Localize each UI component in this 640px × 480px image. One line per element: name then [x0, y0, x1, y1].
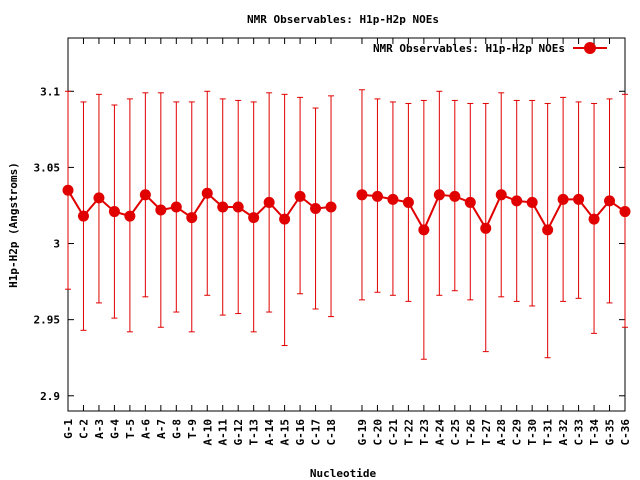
data-points: [62, 184, 631, 236]
x-tick-label: T-22: [402, 419, 415, 446]
x-axis-label: Nucleotide: [310, 467, 377, 480]
x-tick-label: G-35: [604, 419, 617, 446]
data-point: [588, 213, 600, 225]
series-lines: [67, 189, 626, 233]
series-line: [67, 189, 332, 221]
x-tick-label: C-20: [371, 419, 384, 446]
x-tick-label: G-16: [294, 419, 307, 446]
x-tick-label: G-1: [62, 419, 75, 439]
plot-border: [67, 37, 626, 412]
data-point: [263, 196, 275, 208]
x-tick-label: T-23: [418, 419, 431, 446]
x-tick-label: A-11: [217, 419, 230, 446]
data-point: [248, 212, 260, 224]
data-point: [124, 210, 136, 222]
data-point: [201, 187, 213, 199]
data-point: [108, 206, 120, 218]
data-point: [542, 224, 554, 236]
x-tick-label: G-12: [232, 419, 245, 446]
data-point: [418, 224, 430, 236]
y-tick-label: 2.9: [40, 390, 60, 403]
x-tick-label: G-8: [170, 419, 183, 439]
x-tick-label: T-26: [464, 419, 477, 446]
x-tick-label: C-2: [78, 419, 91, 439]
x-tick-label: T-5: [124, 419, 137, 439]
data-point: [356, 189, 368, 201]
x-axis: G-1 C-2 A-3 G-4 T-5 A-6 A-7 G-8 T-9 A-10 A-11 G-12 T…: [62, 38, 632, 446]
x-tick-label: A-24: [433, 419, 446, 446]
x-tick-label: G-19: [356, 419, 369, 446]
x-tick-label: C-18: [325, 419, 338, 446]
x-tick-label: T-27: [480, 419, 493, 446]
plot-frame: [67, 37, 626, 412]
data-point: [155, 204, 167, 216]
x-tick-label: T-34: [588, 419, 601, 446]
data-point: [186, 212, 198, 224]
y-axis-label: H1p-H2p (Angstroms): [7, 162, 20, 288]
x-tick-label: C-29: [511, 419, 524, 446]
data-point: [495, 189, 507, 201]
x-tick-label: A-14: [263, 419, 276, 446]
x-tick-label: C-33: [573, 419, 586, 446]
x-tick-label: T-9: [186, 419, 199, 439]
x-tick-label: A-15: [279, 419, 292, 446]
data-point: [526, 196, 538, 208]
data-point: [387, 193, 399, 205]
x-tick-label: T-31: [542, 419, 555, 446]
data-point: [449, 190, 461, 202]
data-point: [93, 192, 105, 204]
legend-marker: [584, 42, 596, 54]
data-point: [604, 195, 616, 207]
data-point: [139, 189, 151, 201]
x-tick-label: A-6: [139, 419, 152, 439]
data-point: [325, 201, 337, 213]
x-tick-label: T-13: [248, 419, 261, 446]
series-line: [361, 193, 626, 233]
data-point: [232, 201, 244, 213]
data-point: [170, 201, 182, 213]
y-tick-label: 3.05: [34, 161, 61, 174]
y-tick-label: 2.95: [34, 314, 61, 327]
data-point: [217, 201, 229, 213]
data-point: [371, 190, 383, 202]
x-tick-label: A-10: [201, 419, 214, 446]
data-point: [573, 193, 585, 205]
y-tick-label: 3.1: [40, 85, 60, 98]
data-point: [310, 203, 322, 215]
x-tick-label: G-4: [108, 419, 121, 439]
x-tick-label: A-28: [495, 419, 508, 446]
data-point: [511, 195, 523, 207]
data-point: [279, 213, 291, 225]
x-tick-label: T-30: [526, 419, 539, 446]
data-point: [62, 184, 74, 196]
x-tick-label: C-36: [619, 419, 632, 446]
y-tick-label: 3: [53, 238, 60, 251]
chart-title: NMR Observables: H1p-H2p NOEs: [247, 13, 439, 26]
data-point: [433, 189, 445, 201]
x-tick-label: A-7: [155, 419, 168, 439]
x-tick-label: A-32: [557, 419, 570, 446]
data-point: [464, 196, 476, 208]
data-point: [557, 193, 569, 205]
data-point: [402, 196, 414, 208]
legend: NMR Observables: H1p-H2p NOEs: [373, 42, 607, 55]
y-axis: 2.9 2.95 3 3.05 3.1: [34, 85, 625, 403]
x-tick-label: C-25: [449, 419, 462, 446]
x-tick-label: C-17: [310, 419, 323, 446]
data-point: [77, 210, 89, 222]
data-point: [480, 222, 492, 234]
legend-label: NMR Observables: H1p-H2p NOEs: [373, 42, 565, 55]
x-tick-label: C-21: [387, 419, 400, 446]
x-tick-label: A-3: [93, 419, 106, 439]
data-point: [294, 190, 306, 202]
data-point: [619, 206, 631, 218]
